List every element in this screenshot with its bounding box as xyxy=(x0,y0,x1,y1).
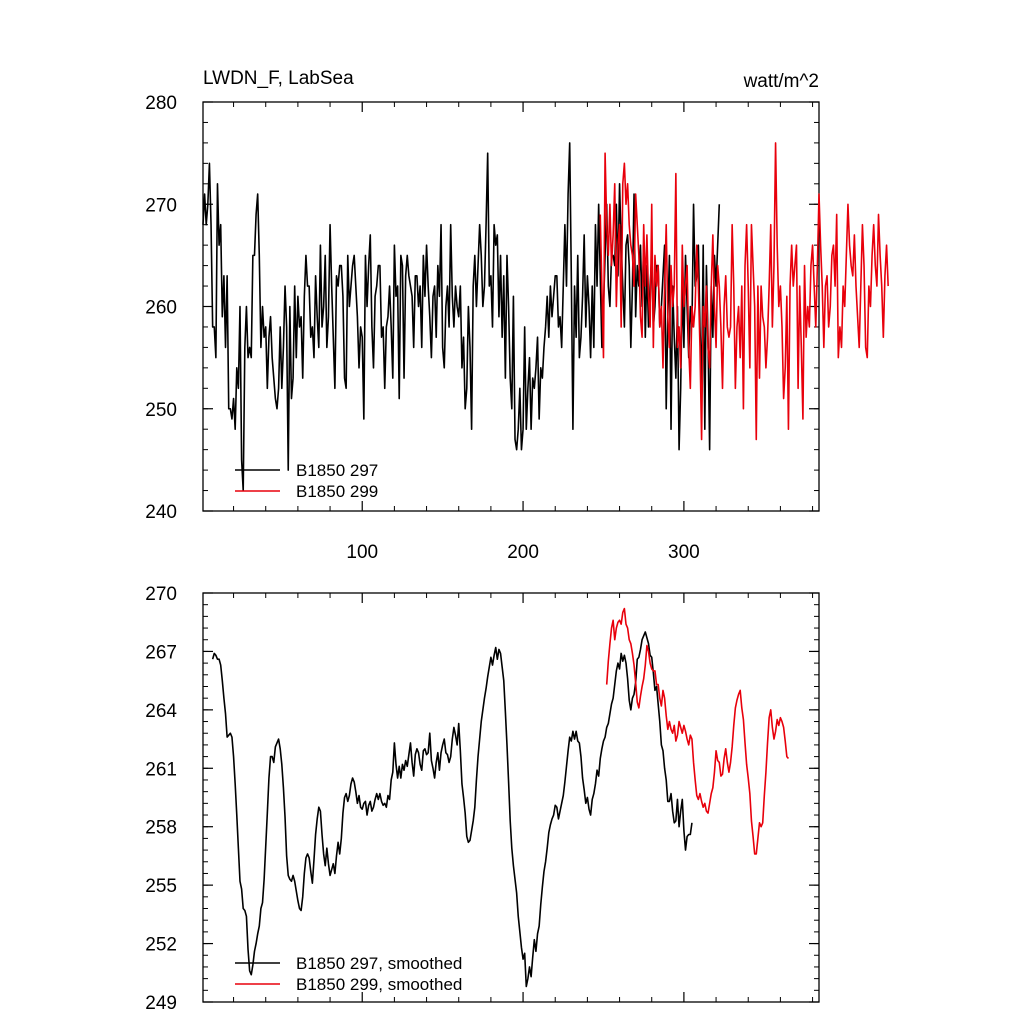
chart-panel-smoothed: 249 252 255 258 261 264 267 270 B1850 297, smoo… xyxy=(145,584,820,1014)
legend-label-b1850-297: B1850 297 xyxy=(296,461,378,480)
legend-label-b1850-299-smoothed: B1850 299, smoothed xyxy=(296,975,462,994)
y-tick-label-raw: 270 xyxy=(145,195,177,216)
axis-ticks-bottom: 249 252 255 258 261 264 267 270 xyxy=(145,584,819,1014)
series-group-top xyxy=(202,142,889,492)
chart-title: LWDN_F, LabSea xyxy=(203,68,354,89)
x-tick-label-raw: 200 xyxy=(507,542,539,563)
x-tick-label-raw: 100 xyxy=(346,542,378,563)
legend-label-b1850-299: B1850 299 xyxy=(296,482,378,501)
legend-top: B1850 297 B1850 299 xyxy=(235,461,378,501)
y-tick-label-raw: 240 xyxy=(145,502,177,523)
y-tick-label-smoothed: 261 xyxy=(145,759,177,780)
units-label: watt/m^2 xyxy=(743,71,819,92)
series-line-b1850-297-smoothed xyxy=(211,631,693,988)
y-tick-label-smoothed: 249 xyxy=(145,993,177,1014)
y-tick-label-raw: 260 xyxy=(145,298,177,319)
chart-panel-raw: LWDN_F, LabSea watt/m^2 240 250 260 270 280 1… xyxy=(145,68,889,563)
x-tick-label-raw: 300 xyxy=(668,542,700,563)
y-tick-label-raw: 250 xyxy=(145,400,177,421)
y-tick-label-raw: 280 xyxy=(145,93,177,114)
series-group-bottom xyxy=(211,607,790,988)
y-tick-label-smoothed: 270 xyxy=(145,584,177,605)
plot-frame-bottom xyxy=(202,592,820,1003)
legend-label-b1850-297-smoothed: B1850 297, smoothed xyxy=(296,954,462,973)
series-line-b1850-299-smoothed xyxy=(605,607,790,855)
series-line-b1850-297 xyxy=(202,142,721,492)
y-tick-label-smoothed: 258 xyxy=(145,818,177,839)
y-tick-label-smoothed: 264 xyxy=(145,701,177,722)
y-tick-label-smoothed: 255 xyxy=(145,876,177,897)
legend-bottom: B1850 297, smoothed B1850 299, smoothed xyxy=(235,954,462,994)
y-tick-label-smoothed: 252 xyxy=(145,935,177,956)
y-tick-label-smoothed: 267 xyxy=(145,642,177,663)
series-line-b1850-299 xyxy=(599,142,889,441)
